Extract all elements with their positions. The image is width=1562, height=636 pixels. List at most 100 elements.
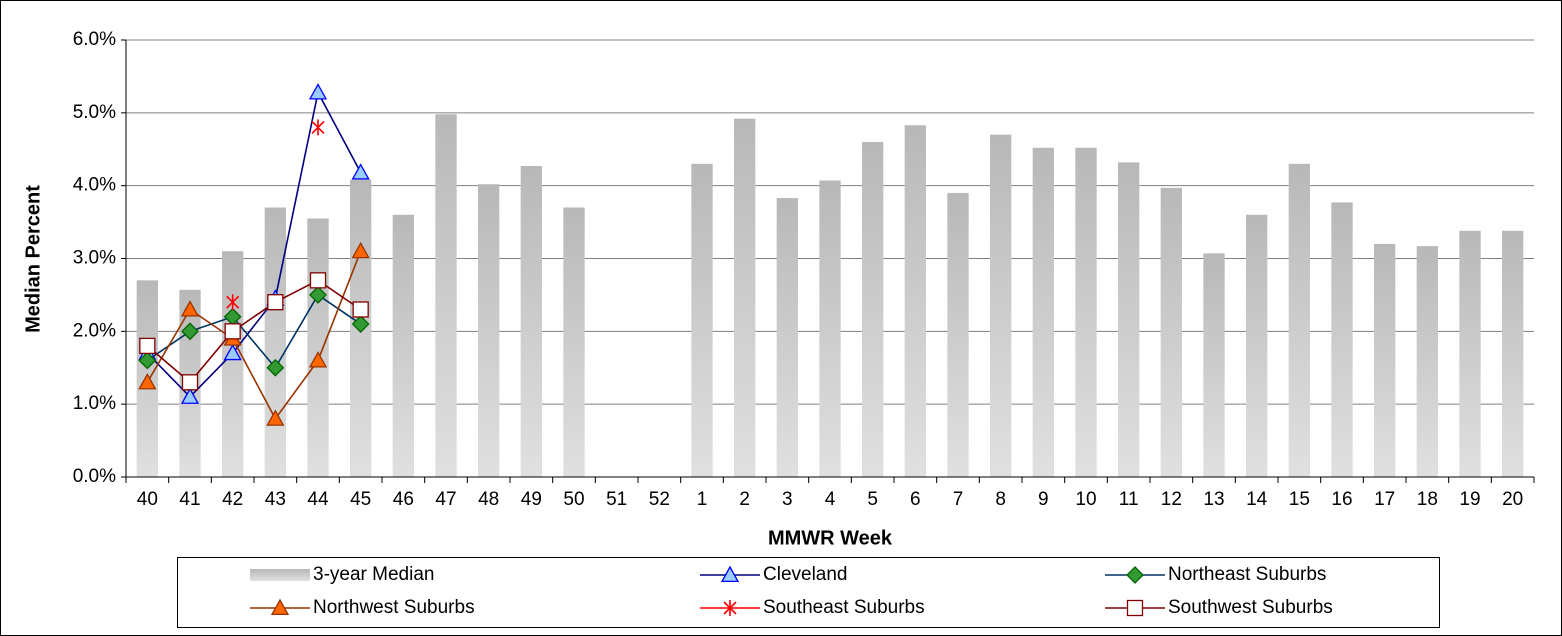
marker <box>226 294 240 311</box>
bar <box>478 184 500 477</box>
marker <box>351 163 370 180</box>
x-tick-label: 40 <box>137 489 158 510</box>
bar <box>862 141 884 477</box>
marker <box>267 294 284 311</box>
marker <box>311 119 325 136</box>
marker <box>266 409 285 426</box>
x-tick-label: 52 <box>649 489 670 510</box>
x-tick-label: 17 <box>1374 489 1395 510</box>
x-tick-label: 18 <box>1417 489 1438 510</box>
legend-label: Southwest Suburbs <box>1168 597 1333 618</box>
marker <box>352 301 369 318</box>
bar <box>1459 230 1481 477</box>
x-tick-label: 19 <box>1459 489 1480 510</box>
marker <box>351 315 370 333</box>
x-tick-label: 49 <box>521 489 542 510</box>
bar <box>520 166 542 478</box>
y-tick-label: 1.0% <box>73 393 116 414</box>
legend-marker <box>270 598 290 616</box>
bar <box>435 114 457 477</box>
x-tick-label: 47 <box>435 489 456 510</box>
marker <box>180 300 200 317</box>
x-tick-label: 15 <box>1289 489 1310 510</box>
y-tick-label: 0.0% <box>73 466 116 487</box>
legend-label: Northwest Suburbs <box>313 597 475 618</box>
bar <box>734 118 756 477</box>
x-tick-label: 11 <box>1119 489 1139 510</box>
bar <box>1288 163 1310 478</box>
x-tick-label: 16 <box>1331 489 1352 510</box>
bar <box>222 251 244 477</box>
legend-label: Cleveland <box>763 564 848 585</box>
bar <box>307 218 329 478</box>
legend-marker <box>1126 599 1144 617</box>
marker <box>223 343 242 361</box>
x-tick-label: 12 <box>1161 489 1182 510</box>
legend-marker <box>1126 566 1144 584</box>
x-tick-label: 48 <box>478 489 499 510</box>
bar <box>904 125 926 477</box>
bar <box>776 198 798 477</box>
legend <box>177 557 1440 628</box>
x-tick-label: 9 <box>1038 489 1049 510</box>
y-tick-label: 2.0% <box>73 320 116 341</box>
legend-marker <box>720 565 740 583</box>
x-tick-label: 51 <box>606 489 627 510</box>
bar <box>819 180 841 477</box>
legend-label: Southeast Suburbs <box>763 597 925 618</box>
line <box>146 293 362 370</box>
bar <box>1416 246 1438 477</box>
bar <box>1246 214 1268 478</box>
x-tick-label: 4 <box>825 489 836 510</box>
legend-swatch <box>250 569 310 581</box>
x-tick-label: 5 <box>867 489 878 510</box>
bar <box>1032 147 1054 477</box>
x-tick-label: 46 <box>393 489 414 510</box>
legend-marker <box>723 600 737 616</box>
marker <box>224 323 241 340</box>
x-tick-label: 6 <box>910 489 921 510</box>
bar <box>691 163 713 478</box>
y-axis-title: Median Percent <box>22 185 44 333</box>
marker <box>180 387 200 404</box>
line <box>146 250 362 421</box>
bar <box>1331 202 1353 477</box>
marker <box>351 241 370 259</box>
x-tick-label: 1 <box>697 489 708 510</box>
y-tick-label: 4.0% <box>73 175 116 196</box>
x-tick-label: 2 <box>739 489 750 510</box>
x-tick-label: 8 <box>995 489 1006 510</box>
marker <box>309 285 327 304</box>
bar <box>1203 253 1225 477</box>
marker <box>308 83 328 100</box>
marker <box>181 374 199 391</box>
x-tick-label: 42 <box>222 489 243 510</box>
legend-label: Northeast Suburbs <box>1168 564 1326 585</box>
bar <box>1075 147 1097 477</box>
marker <box>138 351 157 370</box>
marker <box>139 337 156 355</box>
bar <box>392 214 414 478</box>
y-tick-label: 5.0% <box>73 102 116 123</box>
bar <box>947 192 969 477</box>
x-axis-title: MMWR Week <box>768 527 893 549</box>
y-tick-label: 3.0% <box>73 248 116 269</box>
x-tick-label: 43 <box>265 489 286 510</box>
marker <box>266 358 285 377</box>
marker <box>308 351 328 368</box>
x-tick-label: 41 <box>179 489 200 510</box>
bar <box>1118 162 1140 478</box>
marker <box>181 322 199 341</box>
y-tick-label: 6.0% <box>73 29 116 50</box>
legend-label: 3-year Median <box>313 564 434 585</box>
x-tick-label: 14 <box>1246 489 1268 510</box>
x-tick-label: 7 <box>953 489 964 510</box>
x-tick-label: 20 <box>1502 489 1523 510</box>
bar <box>1502 230 1524 477</box>
marker <box>138 372 157 390</box>
x-tick-label: 3 <box>782 489 793 510</box>
bar <box>1374 243 1396 477</box>
marker <box>309 272 327 289</box>
x-tick-label: 44 <box>307 489 329 510</box>
